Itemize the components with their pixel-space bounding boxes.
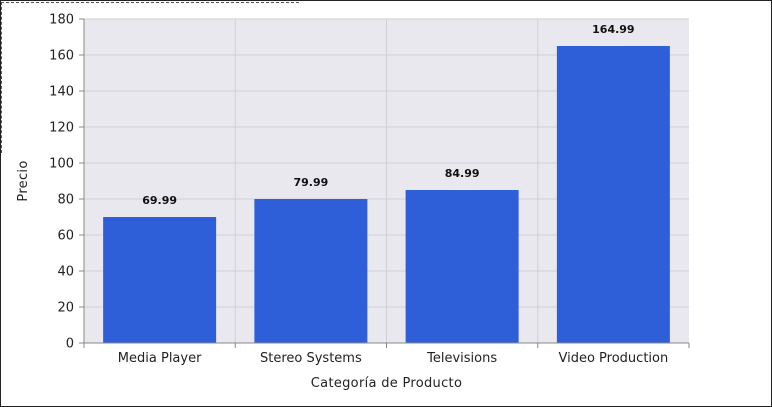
y-tick-label: 180	[49, 13, 74, 28]
bar	[405, 190, 519, 343]
bar	[103, 217, 217, 343]
bar-value-label: 79.99	[293, 176, 328, 189]
bars	[103, 46, 670, 343]
x-tick-label: Stereo Systems	[260, 351, 362, 366]
y-axis-ticks: 0 20 40 60 80 100 120 140 160 180	[49, 13, 84, 352]
data-labels: 69.99 79.99 84.99 164.99	[142, 23, 634, 207]
bar-value-label: 84.99	[445, 167, 480, 180]
bar-value-label: 164.99	[592, 23, 634, 36]
x-tick-label: Televisions	[426, 351, 497, 366]
y-axis-title: Precio	[16, 160, 31, 201]
y-tick-label: 40	[57, 265, 74, 280]
y-tick-label: 120	[49, 121, 74, 136]
bar-value-label: 69.99	[142, 194, 177, 207]
bar	[556, 46, 670, 343]
y-tick-label: 0	[66, 337, 74, 352]
x-axis-ticks: Media Player Stereo Systems Televisions Vid…	[83, 343, 690, 366]
y-tick-label: 80	[57, 193, 74, 208]
x-axis-title: Categoría de Producto	[311, 376, 462, 391]
y-tick-label: 20	[57, 301, 74, 316]
x-tick-label: Media Player	[118, 351, 202, 366]
y-tick-label: 100	[49, 157, 74, 172]
y-tick-label: 60	[57, 229, 74, 244]
y-tick-label: 160	[49, 49, 74, 64]
x-tick-label: Video Production	[559, 351, 669, 366]
bar	[254, 199, 368, 343]
y-tick-label: 140	[49, 85, 74, 100]
